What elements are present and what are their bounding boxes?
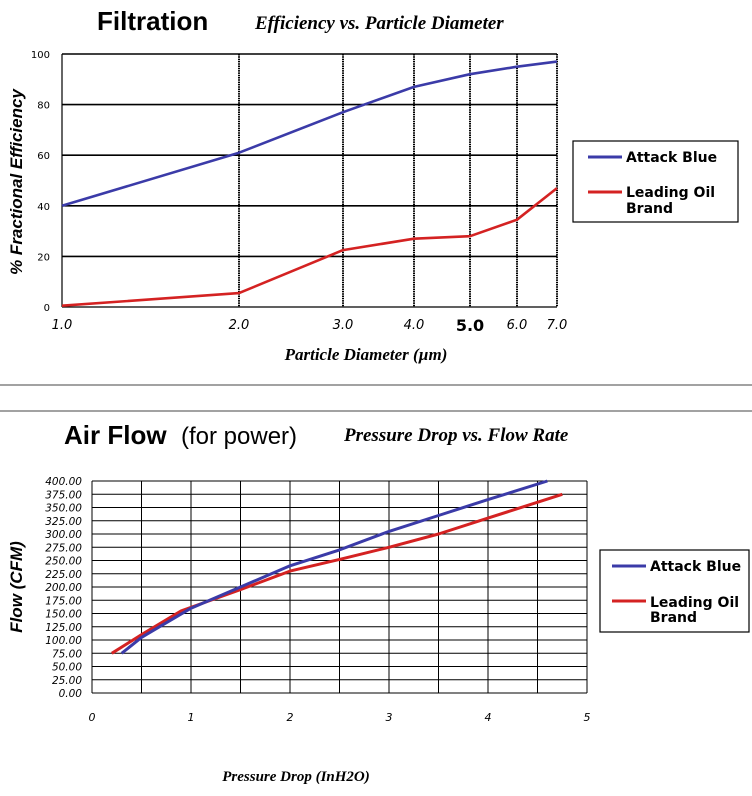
chart2-legend-box bbox=[599, 549, 750, 633]
y-tick-label: 80 bbox=[37, 101, 50, 112]
chart2-title-suffix: (for power) bbox=[181, 423, 297, 450]
x-tick-label: 4.0 bbox=[404, 318, 425, 333]
chart2-x-ticks: 0 1 2 3 4 5 bbox=[89, 711, 591, 724]
y-tick-label: 50.00 bbox=[52, 662, 82, 674]
chart2-y-axis-label: Flow (CFM) bbox=[7, 541, 26, 633]
y-tick-label: 0.00 bbox=[59, 688, 83, 700]
chart1-legend: Attack Blue Leading Oil Brand bbox=[572, 140, 739, 223]
x-tick-label: 3 bbox=[386, 711, 393, 724]
chart1-subtitle: Efficiency vs. Particle Diameter bbox=[254, 13, 504, 34]
x-tick-label: 1 bbox=[188, 711, 195, 724]
chart2-series bbox=[111, 479, 563, 655]
y-tick-label: 400.00 bbox=[45, 476, 82, 488]
y-tick-label: 75.00 bbox=[52, 648, 82, 660]
y-tick-label: 350.00 bbox=[45, 503, 82, 515]
y-tick-label: 250.00 bbox=[45, 556, 82, 568]
legend-label-line: Leading Oil bbox=[650, 595, 739, 611]
legend-label-line: Brand bbox=[626, 201, 673, 217]
series-line-attack-blue bbox=[120, 479, 548, 655]
x-tick-label: 3.0 bbox=[333, 318, 354, 333]
chart1-legend-box bbox=[572, 140, 739, 223]
series-line-leading-oil-brand bbox=[61, 187, 558, 307]
x-tick-label: 5.0 bbox=[456, 316, 484, 335]
chart2-legend-label-leading-oil: Leading Oil Brand bbox=[650, 595, 739, 626]
x-tick-label: 2.0 bbox=[229, 318, 250, 333]
legend-label-line: Leading Oil bbox=[626, 185, 715, 201]
chart1-x-ticks: 1.0 2.0 3.0 4.0 5.0 6.0 7.0 bbox=[52, 316, 568, 335]
x-tick-label: 0 bbox=[89, 711, 96, 724]
chart2-subtitle: Pressure Drop vs. Flow Rate bbox=[343, 425, 569, 446]
y-tick-label: 100 bbox=[31, 50, 50, 61]
y-tick-label: 300.00 bbox=[45, 529, 82, 541]
y-tick-label: 375.00 bbox=[45, 489, 82, 501]
chart1-legend-label-attack-blue: Attack Blue bbox=[626, 150, 717, 166]
x-tick-label: 1.0 bbox=[52, 318, 73, 333]
chart1-x-axis-label: Particle Diameter (µm) bbox=[284, 345, 448, 364]
y-tick-label: 150.00 bbox=[45, 609, 82, 621]
x-tick-label: 4 bbox=[485, 711, 492, 724]
y-tick-label: 25.00 bbox=[52, 675, 82, 687]
chart1-y-axis-label: % Fractional Efficiency bbox=[7, 88, 26, 275]
x-tick-label: 6.0 bbox=[507, 318, 528, 333]
filtration-chart: Filtration Efficiency vs. Particle Diame… bbox=[7, 6, 739, 364]
legend-label-line: Brand bbox=[650, 610, 697, 626]
chart1-series bbox=[61, 60, 558, 307]
y-tick-label: 40 bbox=[37, 202, 50, 213]
y-tick-label: 225.00 bbox=[45, 569, 82, 581]
y-tick-label: 100.00 bbox=[45, 635, 82, 647]
y-tick-label: 20 bbox=[37, 252, 50, 263]
chart1-title: Filtration bbox=[97, 6, 208, 36]
y-tick-label: 60 bbox=[37, 151, 50, 162]
y-tick-label: 325.00 bbox=[45, 516, 82, 528]
chart1-legend-label-leading-oil: Leading Oil Brand bbox=[626, 185, 715, 217]
chart2-legend: Attack Blue Leading Oil Brand bbox=[599, 549, 750, 633]
chart2-legend-label-attack-blue: Attack Blue bbox=[650, 559, 741, 575]
y-tick-label: 0 bbox=[44, 303, 50, 314]
y-tick-label: 200.00 bbox=[45, 582, 82, 594]
x-tick-label: 2 bbox=[287, 711, 294, 724]
chart2-gridlines bbox=[91, 480, 588, 694]
chart1-gridlines bbox=[61, 53, 558, 308]
y-tick-label: 275.00 bbox=[45, 542, 82, 554]
chart2-title: Air Flow bbox=[64, 420, 167, 450]
x-tick-label: 7.0 bbox=[547, 318, 568, 333]
airflow-chart: Air Flow (for power) Pressure Drop vs. F… bbox=[7, 420, 750, 785]
y-tick-label: 175.00 bbox=[45, 595, 82, 607]
y-tick-label: 125.00 bbox=[45, 622, 82, 634]
chart2-x-axis-label: Pressure Drop (InH2O) bbox=[222, 769, 370, 785]
x-tick-label: 5 bbox=[584, 711, 591, 724]
series-line-leading-oil-brand bbox=[111, 492, 563, 655]
chart1-y-ticks: 0 20 40 60 80 100 bbox=[31, 50, 50, 314]
series-line-attack-blue bbox=[61, 60, 558, 208]
